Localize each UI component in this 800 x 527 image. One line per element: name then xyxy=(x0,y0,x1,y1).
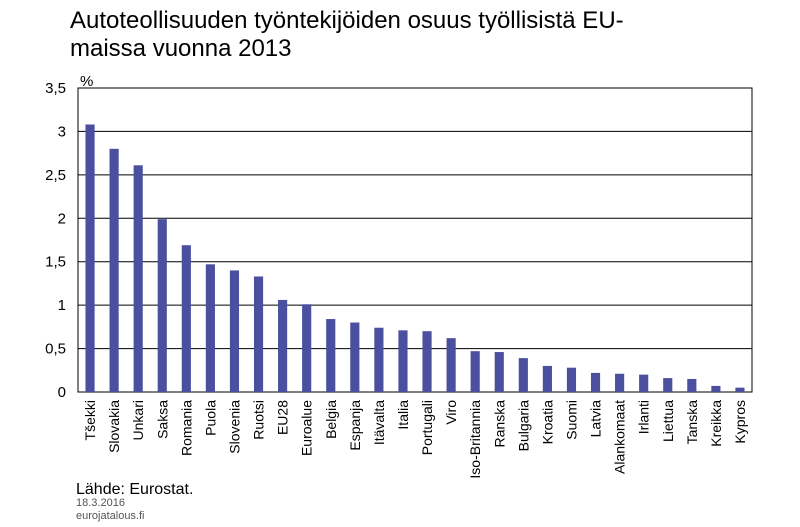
bar xyxy=(374,327,384,392)
bar xyxy=(398,330,408,392)
x-tick-label: Puola xyxy=(202,400,218,436)
bar xyxy=(253,276,264,392)
site: eurojatalous.fi xyxy=(76,510,145,522)
bar xyxy=(326,319,336,392)
bar xyxy=(109,148,119,392)
x-tick-label: Kroatia xyxy=(539,400,555,445)
bar xyxy=(518,358,528,392)
bar xyxy=(446,338,456,392)
x-tick-label: Itävalta xyxy=(371,400,387,445)
bar xyxy=(422,331,432,392)
x-tick-label: Viro xyxy=(443,400,459,425)
x-tick-label: Belgia xyxy=(323,400,339,439)
y-tick-label: 1,5 xyxy=(45,254,66,271)
plot-frame xyxy=(77,87,753,393)
x-tick-label: Kypros xyxy=(732,400,748,444)
bar xyxy=(663,378,673,392)
bar xyxy=(133,165,143,392)
y-tick-label: 2 xyxy=(58,210,66,227)
bar xyxy=(494,352,504,392)
y-tick-label: 3,5 xyxy=(45,80,66,97)
source: Lähde: Eurostat. xyxy=(76,481,193,498)
bar xyxy=(615,373,625,392)
chart-title: Autoteollisuuden työntekijöiden osuus ty… xyxy=(70,7,624,34)
bar xyxy=(687,378,697,392)
y-tick-label: 0 xyxy=(58,384,66,401)
x-tick-label: Irlanti xyxy=(636,400,652,434)
x-tick-label: Liettua xyxy=(660,400,676,442)
bar xyxy=(711,385,721,392)
bar xyxy=(181,245,191,392)
bar xyxy=(470,351,480,392)
x-tick-label: Tšekki xyxy=(82,400,98,440)
bar xyxy=(639,374,649,392)
x-tick-label: Bulgaria xyxy=(515,400,531,452)
y-tick-label: 0,5 xyxy=(45,341,66,358)
x-tick-label: Romania xyxy=(178,400,194,456)
bar xyxy=(302,304,312,392)
x-tick-label: Saksa xyxy=(154,400,170,439)
x-tick-label: EU28 xyxy=(275,400,291,435)
x-tick-label: Ranska xyxy=(491,400,507,448)
x-tick-label: Unkari xyxy=(130,400,146,440)
x-tick-label: Iso-Britannia xyxy=(467,400,483,479)
y-unit: % xyxy=(80,73,93,90)
x-tick-label: Ruotsi xyxy=(251,400,267,440)
date: 18.3.2016 xyxy=(76,497,125,509)
bar xyxy=(735,387,745,392)
y-tick-label: 1 xyxy=(58,297,66,314)
x-tick-label: Suomi xyxy=(563,400,579,440)
y-tick-label: 2,5 xyxy=(45,167,66,184)
x-tick-label: Alankomaat xyxy=(612,400,628,474)
bar xyxy=(205,264,215,392)
bar xyxy=(278,299,288,392)
x-tick-label: Latvia xyxy=(588,400,604,438)
x-tick-label: Espanja xyxy=(347,400,363,451)
bar xyxy=(566,367,577,392)
bar xyxy=(229,270,240,392)
bar xyxy=(542,365,552,392)
x-tick-label: Slovakia xyxy=(106,400,122,453)
y-tick-label: 3 xyxy=(58,123,66,140)
x-tick-label: Kreikka xyxy=(708,400,724,447)
x-tick-label: Euroalue xyxy=(299,400,315,456)
x-tick-label: Italia xyxy=(395,400,411,430)
bar xyxy=(350,322,360,392)
bar xyxy=(157,219,167,392)
x-tick-label: Portugali xyxy=(419,400,435,455)
bar xyxy=(590,372,601,392)
bar xyxy=(85,124,95,392)
x-tick-label: Slovenia xyxy=(226,400,242,454)
chart-title: maissa vuonna 2013 xyxy=(70,35,291,62)
x-tick-label: Tanska xyxy=(684,400,700,445)
